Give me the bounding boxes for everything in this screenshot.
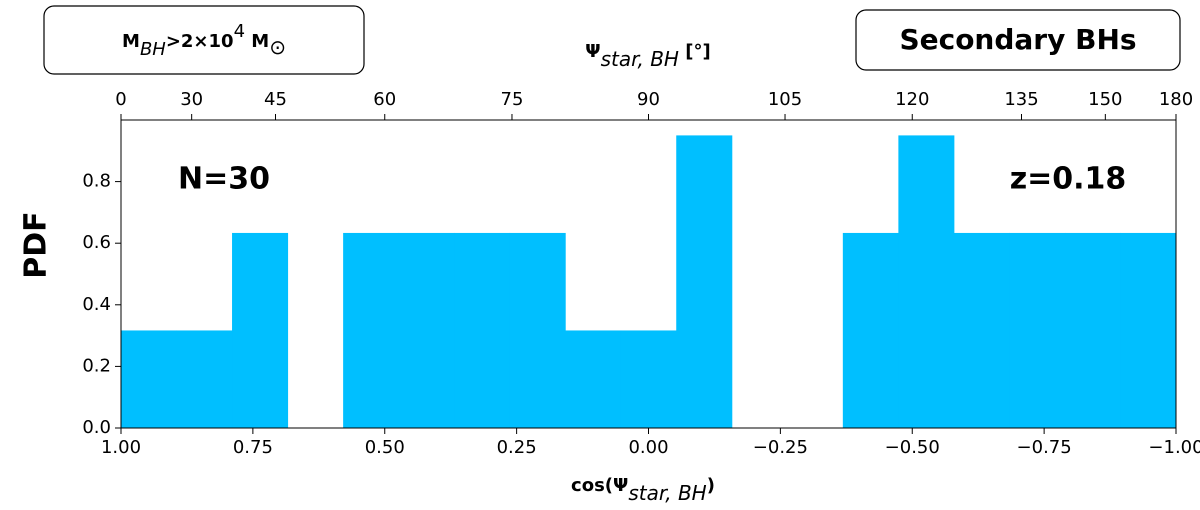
mass-label-part: >2×10 [166,31,234,52]
x2-tick-label: 120 [895,89,929,110]
bar [121,330,178,428]
bar [454,232,511,428]
bar [1120,232,1177,428]
x2-tick-label: 150 [1088,89,1122,110]
y-axis-label: PDF [19,211,54,278]
x2-tick-label: 45 [264,89,287,110]
sample-box [855,9,1181,71]
bar [1009,232,1066,428]
mass-label-part: ⊙ [269,35,286,59]
mass-label-part: 4 [234,21,245,42]
annotation: z=0.18 [1010,162,1127,197]
x2-axis-label: Ψstar, BH [°] [585,41,710,71]
bar [842,232,899,428]
x2-tick-label: 135 [1004,89,1038,110]
bar [343,232,400,428]
bar [620,330,677,428]
x2-axis-label-part: Ψ [585,41,600,62]
bar [565,330,622,428]
bar [232,232,289,428]
y-tick-label: 0.6 [82,232,111,253]
bar [398,232,455,428]
x-tick-label: −0.50 [885,437,940,458]
bar [1064,232,1121,428]
sample-label: Secondary BHs [899,23,1136,56]
x2-tick-label: 30 [180,89,203,110]
y-tick-label: 0.8 [82,171,111,192]
bar [176,330,233,428]
bar [953,232,1010,428]
x-tick-label: 0.75 [233,437,273,458]
x-tick-label: −1.00 [1148,437,1200,458]
x2-axis-label-part: [°] [679,41,711,62]
x-axis-label: cos(Ψstar, BH) [571,475,715,505]
x2-tick-label: 75 [501,89,524,110]
x-axis-label-part: cos(Ψ [571,475,628,496]
x-tick-label: 0.00 [628,437,668,458]
x-tick-label: 1.00 [101,437,141,458]
x-tick-label: −0.25 [753,437,808,458]
x2-tick-label: 90 [637,89,660,110]
x2-tick-label: 180 [1159,89,1193,110]
mass-label: MBH>2×104 M⊙ [122,21,286,60]
x2-tick-label: 0 [115,89,126,110]
mass-label-part: M [245,31,269,52]
x-tick-label: 0.50 [365,437,405,458]
mass-label-part: BH [140,39,166,60]
mass-box [43,5,365,75]
bar [898,135,955,428]
annotation: N=30 [178,162,270,197]
x-tick-label: 0.25 [497,437,537,458]
x2-tick-label: 60 [373,89,396,110]
x-axis-label-part: ) [707,475,715,496]
x2-axis-label-part: star, BH [601,47,679,71]
mass-label-part: M [122,31,140,52]
y-tick-label: 0.4 [82,294,111,315]
bar [676,135,733,428]
bar [509,232,566,428]
y-tick-label: 0.2 [82,355,111,376]
x-tick-label: −0.75 [1017,437,1072,458]
y-tick-label: 0.0 [82,417,111,438]
x-axis-label-part: star, BH [628,481,706,505]
x2-tick-label: 105 [768,89,802,110]
